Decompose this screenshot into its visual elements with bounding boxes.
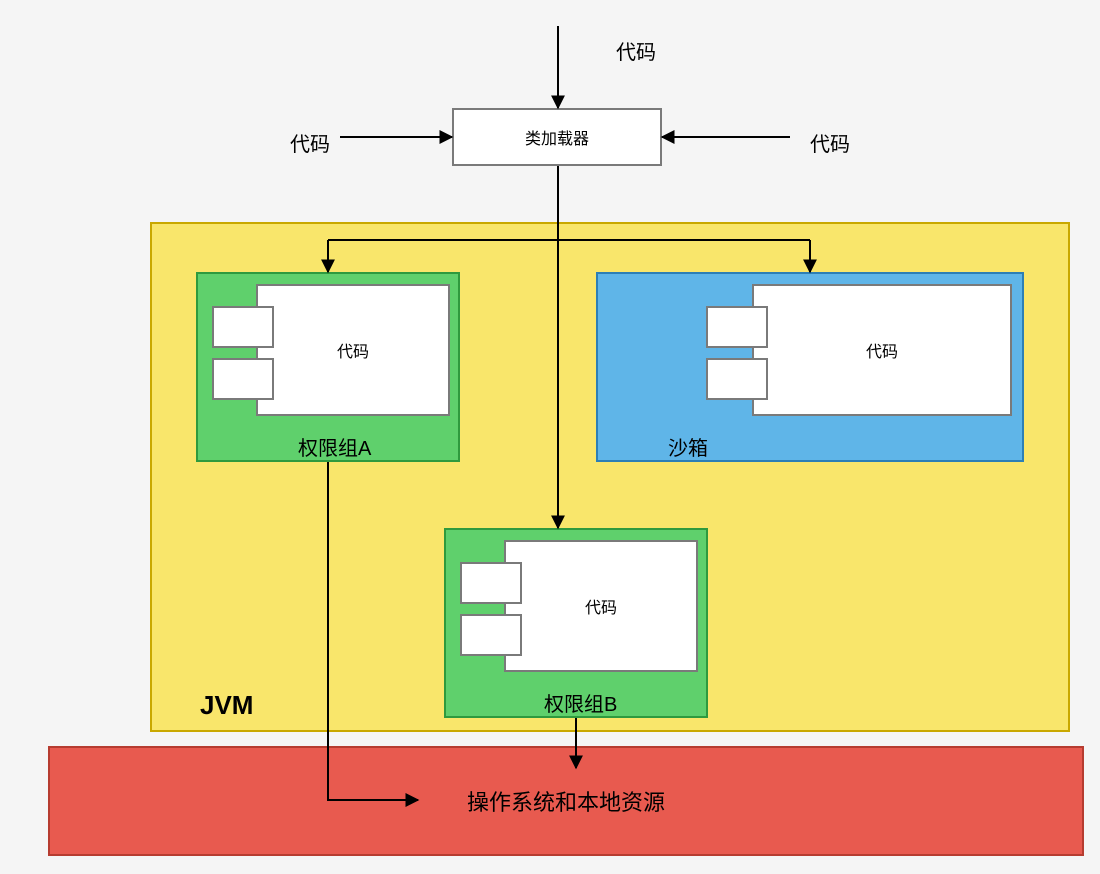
group-b-code-box: 代码 (504, 540, 698, 672)
sandbox-code-text: 代码 (866, 338, 898, 362)
permission-group-b-label: 权限组B (544, 688, 617, 717)
group-a-code-box: 代码 (256, 284, 450, 416)
class-loader: 类加载器 (452, 108, 662, 166)
sandbox-small-box-1 (706, 306, 768, 348)
group-a-code-text: 代码 (337, 338, 369, 362)
group-a-small-box-1 (212, 306, 274, 348)
permission-group-a-label: 权限组A (298, 432, 371, 461)
group-b-code-text: 代码 (585, 594, 617, 618)
code-label-right: 代码 (810, 128, 850, 157)
sandbox-small-box-2 (706, 358, 768, 400)
group-a-small-box-2 (212, 358, 274, 400)
group-b-small-box-1 (460, 562, 522, 604)
code-label-left: 代码 (290, 128, 330, 157)
sandbox-label: 沙箱 (668, 432, 708, 461)
group-b-small-box-2 (460, 614, 522, 656)
code-label-top: 代码 (616, 36, 656, 65)
class-loader-label: 类加载器 (525, 125, 589, 149)
jvm-label: JVM (200, 690, 253, 721)
os-resources: 操作系统和本地资源 (48, 746, 1084, 856)
sandbox-code-box: 代码 (752, 284, 1012, 416)
os-resources-label: 操作系统和本地资源 (467, 785, 665, 817)
